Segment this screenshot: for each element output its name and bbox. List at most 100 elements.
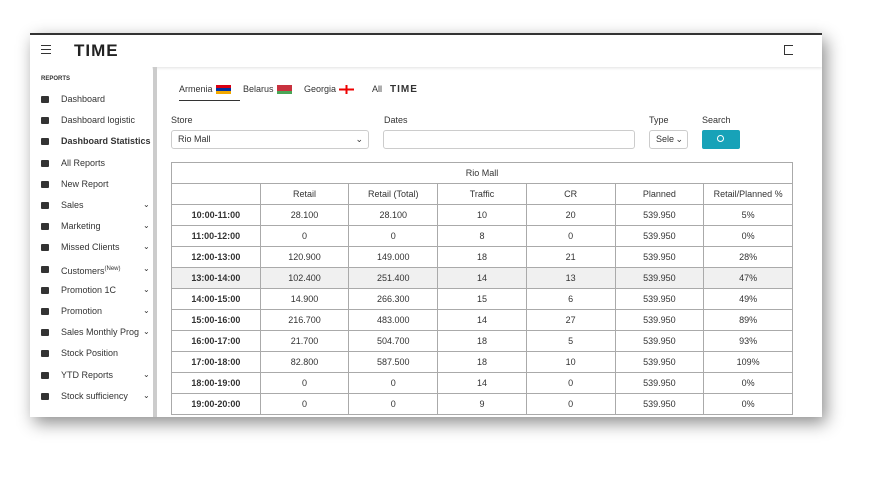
country-tab[interactable]: Armenia: [179, 82, 240, 101]
type-select[interactable]: Sele ⌄: [649, 130, 688, 149]
data-row: 19:00-20:00 0 0 9 0 539.950 0%: [171, 393, 793, 415]
nav-icon: [41, 223, 49, 231]
nav-item[interactable]: Customers(New) ⌄: [30, 259, 152, 279]
cell: 0: [348, 225, 439, 247]
nav-label: Promotion: [61, 306, 103, 316]
data-row: 18:00-19:00 0 0 14 0 539.950 0%: [171, 372, 793, 394]
nav-label: Stock sufficiency: [61, 390, 128, 401]
country-tab[interactable]: Belarus: [243, 82, 292, 100]
nav-label: Dashboard: [61, 94, 106, 104]
table-title: Rio Mall: [171, 162, 793, 184]
cell: 102.400: [259, 267, 350, 289]
type-label: Type: [649, 115, 669, 125]
cell: 0: [259, 225, 350, 247]
nav-icon: [41, 308, 49, 315]
tab-label: Georgia: [304, 84, 337, 94]
cell: 93%: [703, 330, 793, 352]
nav-icon: [41, 138, 49, 146]
logout-button[interactable]: [784, 45, 793, 55]
data-row: 11:00-12:00 0 0 8 0 539.950 0%: [171, 225, 793, 247]
cell: 9: [437, 393, 527, 415]
data-row: 13:00-14:00 102.400 251.400 14 13 539.950 47%: [171, 267, 793, 289]
cell: 539.950: [614, 351, 705, 373]
flag: [215, 85, 231, 95]
nav-item[interactable]: Stock Position: [30, 343, 152, 363]
nav-icon: [41, 329, 49, 337]
flag: [276, 85, 292, 95]
cell: 27: [525, 309, 616, 331]
cell: 10: [437, 204, 527, 226]
nav-item[interactable]: Sales Monthly Prog ⌄: [30, 322, 152, 342]
data-row: 10:00-11:00 28.100 28.100 10 20 539.950 5%: [171, 204, 793, 226]
nav-label: All Reports: [61, 157, 106, 168]
cell: 20: [525, 204, 616, 226]
cell: 0: [259, 372, 350, 394]
cell: 8: [437, 225, 527, 247]
nav-item[interactable]: Promotion 1C ⌄: [30, 280, 152, 300]
cell: 587.500: [348, 351, 439, 373]
column-header: [171, 183, 261, 205]
cell: 149.000: [348, 246, 439, 268]
nav-item[interactable]: Dashboard logistic: [30, 110, 152, 130]
column-header: Retail: [259, 183, 350, 205]
row-header: 19:00-20:00: [171, 393, 261, 415]
type-value: Sele: [656, 134, 675, 144]
column-header: Retail/Planned %: [703, 183, 793, 205]
cell: 109%: [703, 351, 793, 373]
nav-icon: [41, 392, 49, 400]
dates-label: Dates: [384, 115, 408, 125]
title-row: Rio Mall: [171, 162, 793, 184]
nav-label: Promotion 1C: [61, 284, 117, 295]
nav-item[interactable]: Marketing ⌄: [30, 216, 152, 236]
cell: 0%: [703, 372, 793, 394]
nav-item[interactable]: All Reports: [30, 153, 152, 173]
logo[interactable]: TIME: [74, 41, 119, 60]
nav-icon: [41, 286, 49, 294]
data-row: 12:00-13:00 120.900 149.000 18 21 539.950 28%: [171, 246, 793, 268]
dates-input[interactable]: [383, 130, 635, 149]
cell: 47%: [703, 267, 793, 289]
column-header: Retail (Total): [348, 183, 439, 205]
cell: 539.950: [614, 288, 705, 310]
column-header: Traffic: [437, 183, 527, 205]
cell: 28.100: [348, 204, 439, 226]
chevron: ⌄: [143, 306, 150, 315]
nav-item[interactable]: Dashboard: [30, 89, 152, 109]
nav-item[interactable]: Dashboard Statistics: [30, 131, 152, 151]
cell: 0: [525, 225, 616, 247]
tab-logo: TIME: [390, 84, 418, 95]
scrollbar: [153, 67, 157, 417]
country-tab[interactable]: Georgia: [304, 82, 355, 100]
country-tab[interactable]: All TIME: [372, 82, 418, 100]
nav-item[interactable]: Stock sufficiency ⌄: [30, 386, 152, 406]
nav-icon: [41, 180, 49, 188]
search-button[interactable]: [702, 130, 740, 149]
cell: 14.900: [259, 288, 350, 310]
nav-icon: [41, 202, 49, 209]
cell: 18: [437, 351, 527, 373]
flag: [339, 85, 355, 95]
nav-item[interactable]: New Report: [30, 174, 152, 194]
store-select[interactable]: Rio Mall ⌄: [171, 130, 369, 149]
cell: 14: [437, 267, 527, 289]
cell: 0: [259, 393, 350, 415]
chevron: ⌄: [143, 390, 150, 400]
nav-item[interactable]: Missed Clients ⌄: [30, 237, 152, 257]
cell: 0: [348, 393, 439, 415]
nav-label: New Report: [61, 178, 109, 189]
app-window: TIME REPORTS Dashboard Dashboard logistic…: [30, 33, 822, 417]
row-header: 11:00-12:00: [171, 225, 261, 247]
nav-icon: [41, 117, 49, 125]
cell: 539.950: [614, 267, 705, 289]
chevron: ⌄: [143, 327, 150, 337]
menu-button[interactable]: [41, 45, 51, 54]
nav-item[interactable]: YTD Reports ⌄: [30, 365, 152, 385]
nav-label: Sales: [61, 200, 84, 210]
nav-item[interactable]: Promotion ⌄: [30, 301, 152, 321]
nav-label: Dashboard logistic: [61, 115, 136, 126]
nav-icon: [41, 159, 49, 167]
nav-badge: (New): [104, 265, 121, 272]
cell: 10: [525, 351, 616, 373]
nav-item[interactable]: Sales ⌄: [30, 195, 152, 215]
row-header: 18:00-19:00: [171, 372, 261, 394]
